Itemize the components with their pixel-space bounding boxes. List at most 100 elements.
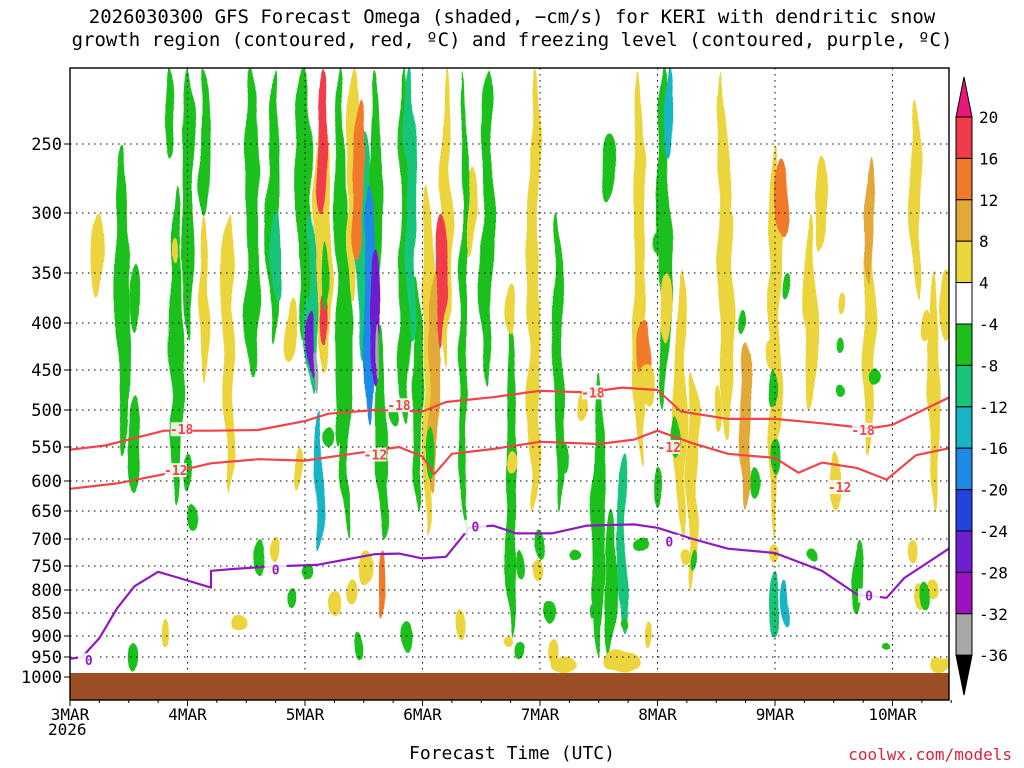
- omega-cell: [556, 442, 568, 475]
- x-axis-time: 3MAR 4MAR 5MAR 6MAR 7MAR 8MAR 9MAR 10MAR: [51, 700, 952, 724]
- contour-label-bg: [388, 398, 410, 413]
- omega-cell: [911, 99, 921, 303]
- omega-cell: [231, 616, 246, 633]
- omega-cell: [590, 604, 597, 621]
- omega-cell: [635, 538, 648, 551]
- colorbar-bin: [955, 447, 973, 491]
- omega-cell: [604, 511, 617, 657]
- contour-label: 0: [471, 521, 479, 536]
- colorbar-tick-label: -24: [979, 522, 1008, 541]
- omega-cell: [869, 369, 883, 387]
- contour-label-bg: [828, 480, 851, 494]
- omega-cell: [287, 586, 297, 606]
- omega-cell: [531, 560, 543, 584]
- contour-label-bg: [77, 653, 100, 668]
- omega-cell: [330, 592, 345, 620]
- omega-cell: [129, 264, 140, 332]
- omega-cell: [782, 580, 791, 627]
- colorbar-bin: [955, 613, 973, 656]
- omega-cell: [838, 387, 850, 400]
- omega-cell: [604, 652, 641, 674]
- omega-cell: [926, 579, 938, 600]
- contour-label-bg: [170, 422, 193, 437]
- omega-cell: [551, 657, 576, 673]
- omega-cell: [775, 157, 786, 237]
- y-tick-label: 800: [31, 581, 62, 601]
- colorbar-tick-label: -12: [979, 398, 1008, 417]
- y-tick-label: 650: [31, 502, 62, 522]
- omega-cell: [115, 144, 130, 454]
- omega-cell: [657, 273, 669, 341]
- colorbar-tick-label: 12: [979, 191, 998, 210]
- omega-cell: [352, 628, 364, 659]
- colorbar-tick-label: -28: [979, 563, 1008, 582]
- omega-cell: [633, 69, 646, 468]
- omega-cell: [315, 410, 324, 550]
- x-axis-label: Forecast Time (UTC): [409, 743, 615, 764]
- omega-cell: [404, 69, 417, 342]
- y-tick-label: 850: [31, 604, 62, 624]
- colorbar-tick-label: -32: [979, 605, 1008, 624]
- omega-cell: [360, 552, 373, 586]
- omega-cell: [654, 229, 669, 259]
- omega-cell: [124, 646, 137, 672]
- contour-label: 0: [272, 563, 280, 578]
- contour-label: 0: [85, 654, 93, 669]
- omega-cell: [640, 363, 655, 408]
- colorbar-tick-label: -16: [979, 439, 1008, 458]
- contour-label-bg: [658, 534, 681, 549]
- x-tick-label: 4MAR: [168, 705, 207, 724]
- omega-cell: [721, 212, 735, 440]
- omega-cell: [677, 551, 690, 566]
- y-tick-label: 250: [31, 135, 62, 155]
- contour-label: 0: [665, 536, 673, 551]
- plot-frame: [69, 67, 950, 701]
- omega-cell: [762, 340, 776, 373]
- y-tick-label: 350: [31, 264, 62, 284]
- y-tick-label: 550: [31, 438, 62, 458]
- colorbar-bin: [955, 489, 973, 532]
- colorbar-bin: [955, 199, 973, 242]
- omega-cell: [919, 581, 929, 610]
- contour-label-bg: [364, 447, 387, 462]
- omega-cell: [307, 313, 314, 378]
- colorbar-bin: [955, 240, 973, 284]
- omega-cell: [804, 213, 817, 410]
- omega-cell: [592, 370, 605, 657]
- y-tick-label: 450: [31, 361, 62, 381]
- omega-cell: [440, 249, 447, 323]
- omega-cell: [164, 69, 175, 158]
- omega-cell: [749, 466, 760, 501]
- colorbar-bin: [955, 282, 973, 325]
- omega-cell: [504, 323, 517, 636]
- credit-link[interactable]: coolwx.com/models: [848, 745, 1012, 764]
- omega-cell: [715, 383, 723, 432]
- omega-cell: [603, 128, 615, 204]
- omega-cell: [222, 213, 235, 493]
- colorbar-tick-label: 20: [979, 108, 998, 127]
- colorbar-tick-label: 8: [979, 232, 989, 251]
- omega-cell: [427, 426, 437, 478]
- x-tick-label: 6MAR: [403, 705, 442, 724]
- contour-label: -18: [851, 424, 875, 439]
- omega-cell: [504, 286, 517, 335]
- colorbar-tick-label: -4: [979, 315, 998, 334]
- y-tick-label: 950: [31, 648, 62, 668]
- omega-cell: [653, 465, 663, 509]
- omega-cell: [528, 69, 541, 511]
- omega-cell: [737, 310, 745, 335]
- omega-cell: [199, 69, 212, 213]
- contour-label-bg: [858, 588, 880, 603]
- colorbar-bin: [955, 364, 973, 408]
- omega-cell: [863, 213, 875, 454]
- omega-cell: [303, 240, 310, 302]
- omega-cell: [400, 623, 410, 653]
- omega-cell: [765, 373, 776, 409]
- x-tick-label: 10MAR: [868, 705, 917, 724]
- contour-label: -18: [581, 386, 605, 401]
- omega-cell: [644, 623, 652, 649]
- contour-line: [70, 386, 949, 451]
- contour-label-bg: [264, 562, 287, 577]
- omega-cell: [505, 449, 517, 475]
